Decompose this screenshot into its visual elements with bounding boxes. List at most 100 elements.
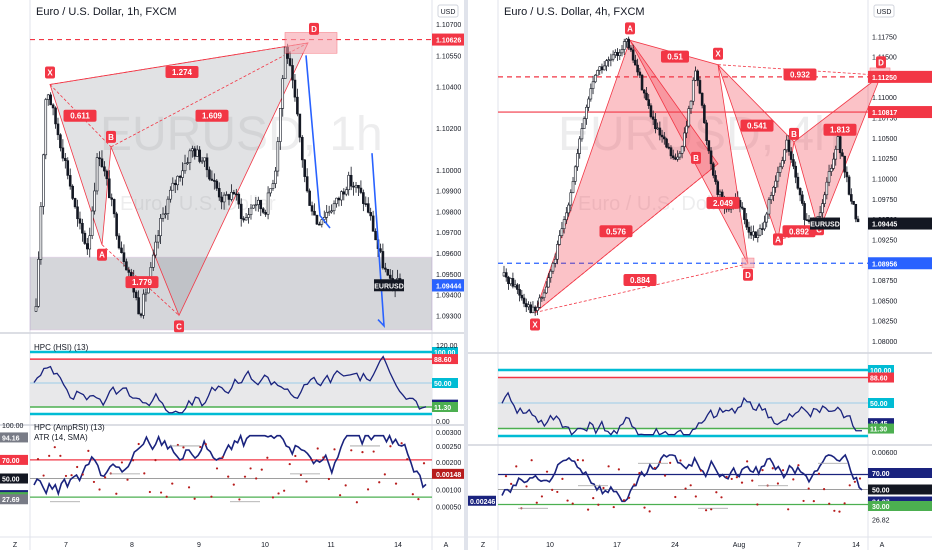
candle-body xyxy=(834,149,838,160)
last-price-tag: 1.09445 xyxy=(872,222,897,229)
price-tick-label: 1.10250 xyxy=(872,156,897,163)
candle-body xyxy=(669,147,673,157)
candle-body xyxy=(186,162,189,164)
candle-body xyxy=(95,157,99,192)
pattern-point-label: D xyxy=(878,58,884,67)
atr-dot xyxy=(417,497,420,501)
left-axis-label: 100.00 xyxy=(2,423,24,430)
candle-body xyxy=(533,306,537,311)
candle-body xyxy=(602,65,606,71)
atr-dot xyxy=(617,468,620,471)
indicator-level-tag: 88.60 xyxy=(434,357,452,364)
candle-body xyxy=(64,157,67,161)
candle-body xyxy=(335,197,338,205)
candle-body xyxy=(86,243,89,250)
time-tick-label: 7 xyxy=(64,542,68,549)
candle-body xyxy=(551,262,555,272)
candle-body xyxy=(636,64,639,73)
candle-body xyxy=(638,71,642,76)
candle-body xyxy=(609,58,613,61)
candle-body xyxy=(854,203,858,220)
pattern-ratio-line xyxy=(49,84,112,148)
candle-body xyxy=(171,182,175,191)
atr-dot xyxy=(592,497,595,500)
price-tick-label: 1.09250 xyxy=(872,237,897,244)
atr-dot xyxy=(389,445,392,448)
candle-body xyxy=(618,52,622,57)
candle-body xyxy=(366,203,370,213)
left-level-tag-bg xyxy=(0,473,28,484)
candle-body xyxy=(296,96,299,115)
candle-body xyxy=(502,272,506,277)
right-axis-label: 0.00050 xyxy=(436,504,461,511)
candle-body xyxy=(803,203,806,220)
candle-body xyxy=(298,113,302,138)
candle-body xyxy=(386,268,390,276)
candle-body xyxy=(783,149,786,161)
candle-body xyxy=(767,199,771,215)
atr-dot xyxy=(171,482,174,485)
ratio-label: 0.892 xyxy=(789,227,810,236)
candle-body xyxy=(313,210,316,216)
candle-body xyxy=(68,175,72,187)
atr-dot xyxy=(154,458,157,462)
pattern-point-label: X xyxy=(47,68,53,77)
symbol-tag-bg xyxy=(810,217,840,230)
candle-body xyxy=(169,189,172,200)
ratio-label: 2.049 xyxy=(713,199,734,208)
candle-body xyxy=(567,204,570,214)
candle-body xyxy=(259,199,263,210)
prz-box xyxy=(284,32,338,54)
ratio-label: 0.576 xyxy=(606,227,627,236)
candle-body xyxy=(832,158,835,169)
candle-body xyxy=(852,200,855,205)
pattern-point-label: B xyxy=(791,130,797,139)
candle-body xyxy=(120,247,123,253)
atr-dot xyxy=(838,510,841,513)
atr-dot xyxy=(787,508,790,511)
candle-body xyxy=(798,187,802,196)
indicator-level-tag-bg xyxy=(432,401,458,412)
pattern-point-label: A xyxy=(627,24,633,33)
candle-body xyxy=(678,153,682,158)
candle-body xyxy=(845,171,849,178)
atr-dot xyxy=(288,462,291,466)
atr-dot xyxy=(59,454,62,457)
atr-dot xyxy=(36,458,40,461)
price-tag: 1.09444 xyxy=(436,283,461,290)
hsi-line xyxy=(33,355,427,414)
candle-body xyxy=(303,159,307,177)
candle-body xyxy=(827,171,831,183)
candle-body xyxy=(711,163,715,176)
candle-body xyxy=(293,79,297,98)
time-tick-label: 10 xyxy=(546,542,554,549)
candle-body xyxy=(349,174,353,187)
candle-body xyxy=(137,297,140,315)
candle-body xyxy=(685,125,688,134)
chart-canvas-1h[interactable]: USD EURUSD, 1h Euro / U.S. Dollar 1.10700 1.… xyxy=(0,0,464,550)
last-price-tag-bg xyxy=(868,217,932,230)
candle-body xyxy=(611,54,615,60)
candle-body xyxy=(758,228,762,236)
candle-body xyxy=(634,59,637,66)
candle-body xyxy=(139,313,143,316)
atr-dot xyxy=(510,482,513,485)
candle-body xyxy=(778,166,782,173)
candle-body xyxy=(703,105,706,124)
candle-body xyxy=(781,160,784,168)
candle-body xyxy=(553,258,557,264)
panel-divider[interactable] xyxy=(464,0,468,550)
candle-body xyxy=(582,118,586,129)
ratio-label: 0.611 xyxy=(70,112,90,121)
atr-dot xyxy=(530,459,533,462)
candle-body xyxy=(254,204,258,206)
candle-body xyxy=(320,219,324,225)
atr-dot xyxy=(333,448,336,451)
atr-dot xyxy=(255,477,258,480)
candle-body xyxy=(589,88,593,100)
candle-body xyxy=(629,47,633,51)
pattern-point-label: D xyxy=(745,271,751,280)
atr-dot xyxy=(411,493,414,496)
candle-body xyxy=(337,197,341,201)
